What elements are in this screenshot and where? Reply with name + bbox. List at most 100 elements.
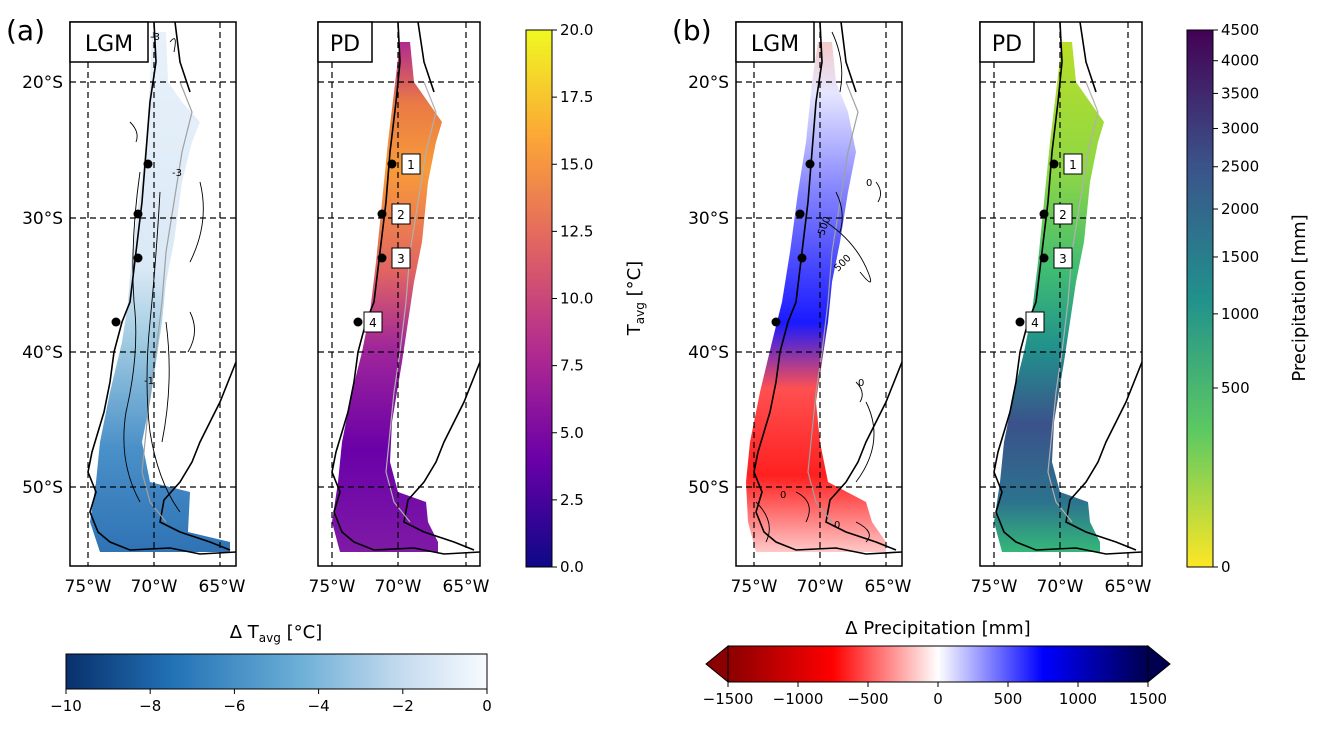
map-title-box xyxy=(69,21,149,63)
lon-grid xyxy=(87,22,221,566)
colorbar-dT-label: Δ Tavg [°C] xyxy=(230,622,322,645)
map-a-pd: 1 2 3 4 PD xyxy=(317,21,481,567)
colorbar-dT-ticks: −10 −8 −6 −4 −2 0 xyxy=(50,689,492,715)
lat-grid xyxy=(736,81,902,488)
lon-label: 70°W xyxy=(375,577,422,597)
map-title: PD xyxy=(330,32,360,57)
contour-lines xyxy=(755,31,881,543)
map-title: PD xyxy=(992,32,1022,57)
colorbar-T: 0.0 2.5 5.0 7.5 10.0 12.5 15.0 17.5 20.0 Tavg [°… xyxy=(525,21,647,576)
colorbar-P-ticks: 0 500 1000 1500 2000 2500 3000 3500 4000 4500 xyxy=(1213,21,1259,576)
colorbar-tick-label: 4000 xyxy=(1221,52,1259,70)
map-title-box xyxy=(317,21,373,63)
lat-label: 30°S xyxy=(688,209,729,229)
colorbar-dP-label: Δ Precipitation [mm] xyxy=(845,618,1030,639)
colorbar-dP: Δ Precipitation [mm] −1500 −1000 −500 0 500 1… xyxy=(703,618,1171,708)
map-title-box xyxy=(735,21,815,63)
contour-labels: -3 -3 -1 xyxy=(144,32,182,387)
colorbar-tick-label: 2500 xyxy=(1221,158,1259,176)
site-label-3: 3 xyxy=(397,252,405,266)
lat-label: 50°S xyxy=(22,478,63,498)
colorbar-tick-label: 20.0 xyxy=(560,21,593,39)
map-b-pd: 1 2 3 4 PD xyxy=(979,21,1143,567)
colorbar-dP-ticks: −1500 −1000 −500 0 500 1000 1500 xyxy=(703,682,1167,708)
contour-label: -3 xyxy=(150,32,160,43)
colorbar-tick-label: 500 xyxy=(994,690,1023,708)
lat-label: 50°S xyxy=(688,478,729,498)
lon-label: 75°W xyxy=(971,577,1018,597)
colorbar-tick-label: 10.0 xyxy=(560,290,593,308)
colorbar-tick-label: 15.0 xyxy=(560,155,593,173)
site-label-2: 2 xyxy=(1059,208,1067,222)
colorbar-tick-label: 0 xyxy=(933,690,943,708)
lon-label: 65°W xyxy=(1105,577,1152,597)
colorbar-tick-label: 0 xyxy=(1221,558,1231,576)
coastline xyxy=(753,21,903,555)
colorbar-tick-label: −4 xyxy=(308,697,330,715)
colorbar-tick-label: 1000 xyxy=(1059,690,1097,708)
contour-lines xyxy=(123,38,204,513)
coastline xyxy=(87,21,237,555)
site-label-2: 2 xyxy=(397,208,405,222)
colorbar-tick-label: 5.0 xyxy=(560,424,584,442)
site-markers xyxy=(353,159,397,327)
colorbar-P-bar xyxy=(1186,29,1214,568)
site-markers xyxy=(1015,159,1059,327)
border-line xyxy=(385,81,437,523)
lat-label: 30°S xyxy=(22,209,63,229)
lat-labels-a: 20°S 30°S 40°S 50°S xyxy=(22,73,63,498)
colorbar-tick-label: 12.5 xyxy=(560,222,593,240)
site-labels: 1 2 3 4 xyxy=(363,153,421,333)
lon-label: 65°W xyxy=(865,577,912,597)
site-markers xyxy=(111,159,153,327)
site-labels: 1 2 3 4 xyxy=(1025,153,1083,333)
site-label-4: 4 xyxy=(369,316,377,330)
border-line xyxy=(1047,81,1099,523)
colorbar-tick-label: 3500 xyxy=(1221,84,1259,102)
data-field-dP xyxy=(746,42,886,552)
colorbar-tick-label: 1500 xyxy=(1221,248,1259,266)
lat-label: 20°S xyxy=(22,73,63,93)
lon-label: 75°W xyxy=(65,577,112,597)
lat-label: 20°S xyxy=(688,73,729,93)
lat-grid xyxy=(70,81,236,488)
map-title: LGM xyxy=(85,32,133,57)
lat-labels-b: 20°S 30°S 40°S 50°S xyxy=(688,73,729,498)
colorbar-tick-label: 7.5 xyxy=(560,357,584,375)
contour-label: -3 xyxy=(172,168,182,179)
contour-label: -1 xyxy=(144,376,154,387)
map-b-lgm: 500 500 0 0 0 0 LGM xyxy=(735,21,903,567)
site-markers xyxy=(771,159,815,327)
contour-label: 0 xyxy=(866,178,872,189)
contour-label: 0 xyxy=(858,378,864,389)
site-label-4: 4 xyxy=(1031,316,1039,330)
colorbar-tick-label: −2 xyxy=(392,697,414,715)
contour-label: 0 xyxy=(834,520,840,531)
lon-label: 65°W xyxy=(443,577,490,597)
colorbar-P: 0 500 1000 1500 2000 2500 3000 3500 4000 4500 Pre… xyxy=(1186,21,1310,576)
colorbar-tick-label: 3000 xyxy=(1221,120,1259,138)
contour-label: 0 xyxy=(780,490,786,501)
map-title: LGM xyxy=(751,32,799,57)
colorbar-tick-label: 0 xyxy=(482,697,492,715)
border-line xyxy=(807,81,859,523)
lat-label: 40°S xyxy=(22,343,63,363)
colorbar-tick-label: −1000 xyxy=(773,690,824,708)
colorbar-dP-extend-high xyxy=(1147,644,1171,684)
site-label-1: 1 xyxy=(407,158,415,172)
colorbar-dT-bar xyxy=(65,653,488,690)
colorbar-tick-label: 2.5 xyxy=(560,491,584,509)
map-a-lgm: -3 -3 -1 LGM xyxy=(69,21,237,567)
colorbar-tick-label: −8 xyxy=(139,697,161,715)
colorbar-tick-label: 2000 xyxy=(1221,200,1259,218)
lon-label: 70°W xyxy=(131,577,178,597)
panel-letter-a: (a) xyxy=(6,14,45,47)
lon-label: 65°W xyxy=(199,577,246,597)
lon-grid xyxy=(331,22,467,566)
border-line xyxy=(141,81,193,523)
colorbar-tick-label: 4500 xyxy=(1221,21,1259,39)
colorbar-T-bar xyxy=(525,29,553,568)
lon-labels: 75°W 70°W 65°W 75°W 70°W 65°W 75°W 70°W … xyxy=(65,577,1152,597)
lon-label: 70°W xyxy=(1037,577,1084,597)
